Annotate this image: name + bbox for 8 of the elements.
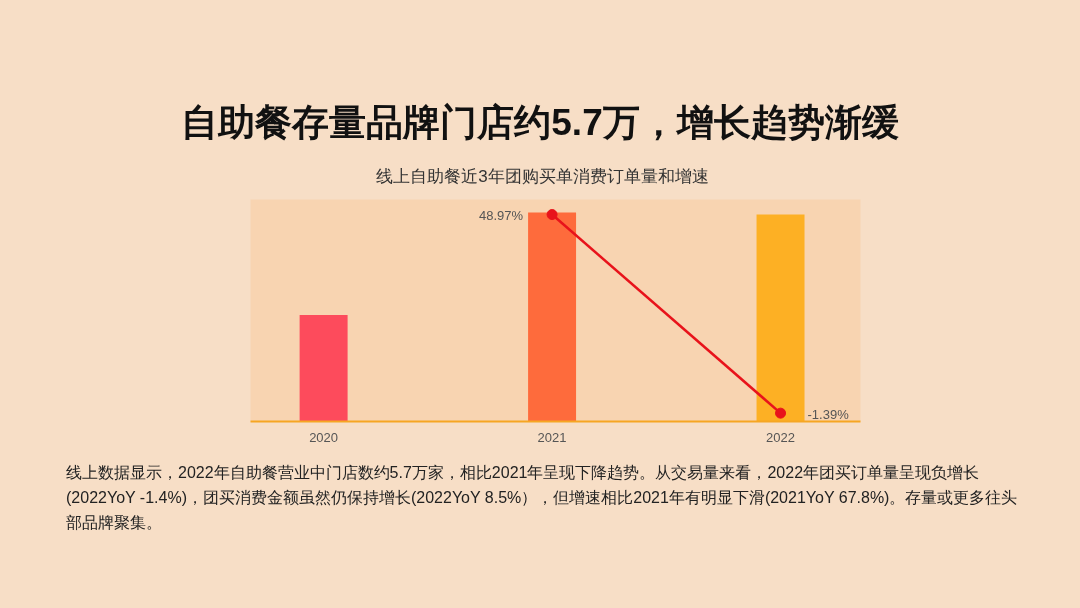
annotation: 48.97% [478, 208, 524, 224]
x-tick-label: 2022 [766, 429, 795, 445]
chart-title: 自助餐存量品牌门店约5.7万，增长趋势渐缓 [180, 101, 900, 144]
x-tick-label: 2020 [309, 429, 339, 445]
chart-subtitle: 线上自助餐近3年团购买单消费订单量和增速 [0, 162, 1080, 192]
text: 线上数据显示，2022年自助餐营业中门店数约5.7万家，相比2021年呈现下降趋势。从交易量来看，2022年团买订单量呈现负增长(2022YoY -1.4%)，团买消费金额虽然仍保持增长(2022YoY 8.5%），但增速相比2021年有明显下滑(2021YoY 67.8%)。存量或更多往头部品牌聚集。 [65, 463, 1019, 533]
annotation: -1.39% [807, 406, 850, 422]
x-tick-label: 2021 [537, 429, 567, 445]
